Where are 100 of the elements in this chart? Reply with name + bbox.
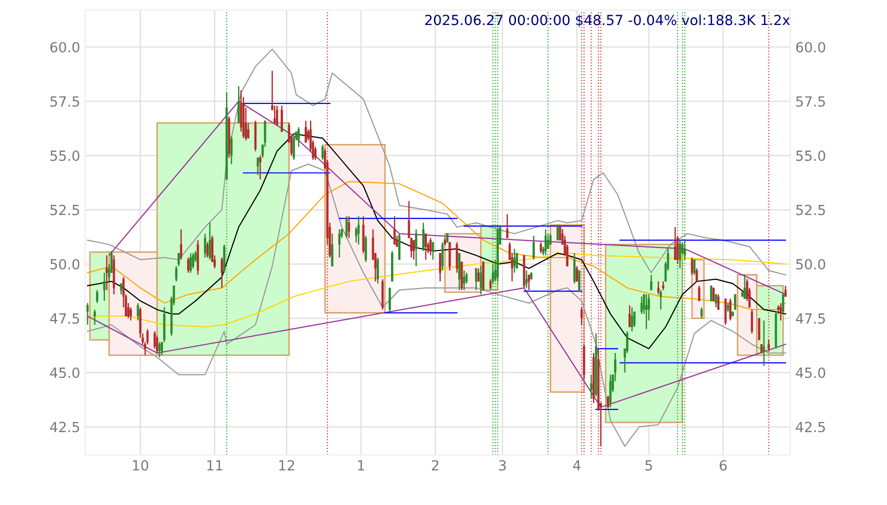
candlestick <box>304 120 307 144</box>
line-series <box>86 164 786 447</box>
candlestick <box>606 396 610 408</box>
candlestick <box>630 306 634 332</box>
candlestick <box>276 104 278 126</box>
candlestick <box>204 233 206 258</box>
line-series <box>86 48 786 276</box>
x-tick-label: 3 <box>499 460 506 471</box>
candlestick <box>178 252 180 267</box>
candlestick <box>415 228 418 267</box>
y2-tick-label: 42.5 <box>796 422 825 432</box>
candlestick <box>357 216 360 246</box>
candlestick <box>640 296 643 315</box>
candlestick <box>94 308 96 326</box>
y2-tick-label: 52.5 <box>796 204 825 216</box>
candlestick <box>331 233 334 267</box>
x-tick-label: 4 <box>573 460 580 470</box>
y2-tick-label: 55.0 <box>796 150 826 161</box>
candlestick <box>256 157 259 176</box>
candlestick <box>525 270 528 289</box>
line-series <box>86 287 786 408</box>
y-tick-label: 57.5 <box>50 96 80 107</box>
candlestick <box>566 244 568 267</box>
candlestick <box>609 374 612 408</box>
candlestick <box>262 144 264 158</box>
candlestick <box>544 228 547 256</box>
candlestick <box>744 274 746 300</box>
candlestick <box>684 240 686 260</box>
x-tick-label: 10 <box>133 460 148 471</box>
candlestick <box>136 302 140 322</box>
candlestick <box>475 268 478 291</box>
candlestick <box>626 330 628 354</box>
candlestick <box>573 252 576 284</box>
candlestick <box>338 228 341 258</box>
candlestick <box>678 240 682 269</box>
candlestick <box>156 335 158 354</box>
candlestick <box>187 256 190 274</box>
candlestick <box>398 233 400 260</box>
candlestick <box>532 235 535 260</box>
candlestick <box>762 320 766 367</box>
candlestick <box>429 237 432 256</box>
candlestick <box>650 274 652 291</box>
candlestick <box>556 224 559 241</box>
y-tick-label: 50.0 <box>50 258 80 270</box>
candlestick <box>154 330 156 350</box>
candlestick <box>700 306 703 319</box>
candlestick <box>274 104 276 124</box>
candlestick <box>393 216 396 246</box>
candlestick <box>729 298 732 322</box>
candlestick <box>175 266 178 282</box>
candlestick <box>422 222 424 252</box>
candlestick <box>576 266 578 282</box>
candlestick <box>750 308 754 334</box>
candlestick <box>412 240 415 260</box>
candlestick <box>223 244 226 274</box>
candlestick <box>558 224 562 241</box>
candlestick <box>513 248 516 274</box>
candlestick <box>220 256 223 289</box>
y-tick-label: 55.0 <box>50 150 80 161</box>
y2-tick-label: 60.0 <box>796 42 826 52</box>
candlestick <box>540 242 542 254</box>
candlestick <box>463 270 466 291</box>
y2-tick-label: 57.5 <box>796 96 825 107</box>
candlestick <box>348 216 350 239</box>
candlestick <box>714 294 718 308</box>
candlestick <box>516 252 518 269</box>
candlestick <box>208 222 211 260</box>
candlestick <box>298 126 300 148</box>
candlestick <box>780 302 782 322</box>
candlestick <box>690 256 694 276</box>
candlestick <box>489 278 492 291</box>
candlestick <box>424 233 427 260</box>
x-tick-label: 2 <box>432 460 438 470</box>
candlestick <box>506 213 508 239</box>
candlestick <box>784 285 787 298</box>
candlestick <box>492 263 494 284</box>
candlestick <box>628 304 631 328</box>
candlestick <box>657 280 660 296</box>
x-tick-label: 11 <box>207 460 222 470</box>
x-tick-label: 5 <box>645 460 652 471</box>
candlestick <box>693 259 696 276</box>
line-series <box>86 180 786 310</box>
candlestick <box>456 242 458 274</box>
candlestick <box>120 282 122 296</box>
candlestick <box>238 85 240 124</box>
candlestick <box>580 306 583 326</box>
candlestick <box>160 342 164 356</box>
candlestick <box>477 268 480 282</box>
candlestick <box>96 289 98 304</box>
candlestick <box>710 285 712 302</box>
candlestick <box>698 285 700 302</box>
candlestick <box>633 311 636 328</box>
candlestick <box>441 242 444 272</box>
candlestick <box>432 242 434 260</box>
candlestick <box>364 235 367 262</box>
y2-tick-label: 47.5 <box>796 313 825 324</box>
candlestick <box>724 298 727 326</box>
y-tick-label: 47.5 <box>50 313 80 324</box>
candlestick <box>712 287 715 302</box>
y-tick-label: 45.0 <box>50 368 80 378</box>
